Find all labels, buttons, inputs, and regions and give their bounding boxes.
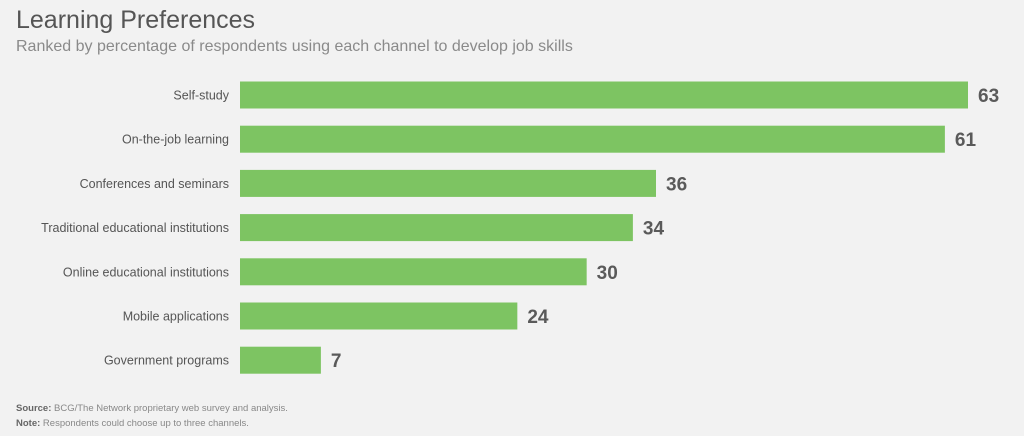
data-label: 30 [597,263,618,284]
bar [240,214,633,242]
category-label: Online educational institutions [63,265,229,279]
bar [240,258,587,286]
source-text: BCG/The Network proprietary web survey a… [51,403,288,414]
bar [240,169,656,197]
category-label: Self-study [173,89,229,103]
bar [240,125,945,153]
note-label: Note: [16,418,41,429]
source-note: Source: BCG/The Network proprietary web … [16,403,288,414]
source-label: Source: [16,403,52,414]
category-label: Mobile applications [123,310,229,324]
bar [240,302,518,330]
data-label: 24 [527,307,549,328]
data-label: 7 [331,351,342,372]
data-label: 34 [643,219,665,240]
category-label: Conferences and seminars [80,177,229,191]
bar [240,346,321,374]
data-label: 36 [666,174,687,195]
data-label: 63 [978,86,999,107]
note-text: Respondents could choose up to three cha… [40,418,249,429]
chart-subtitle: Ranked by percentage of respondents usin… [16,38,573,55]
category-label: On-the-job learning [122,133,229,147]
data-label: 61 [955,130,977,151]
note: Note: Respondents could choose up to thr… [16,418,249,429]
chart-title: Learning Preferences [16,6,256,34]
category-label: Government programs [104,354,229,368]
category-label: Traditional educational institutions [41,221,229,235]
bar [240,81,968,109]
